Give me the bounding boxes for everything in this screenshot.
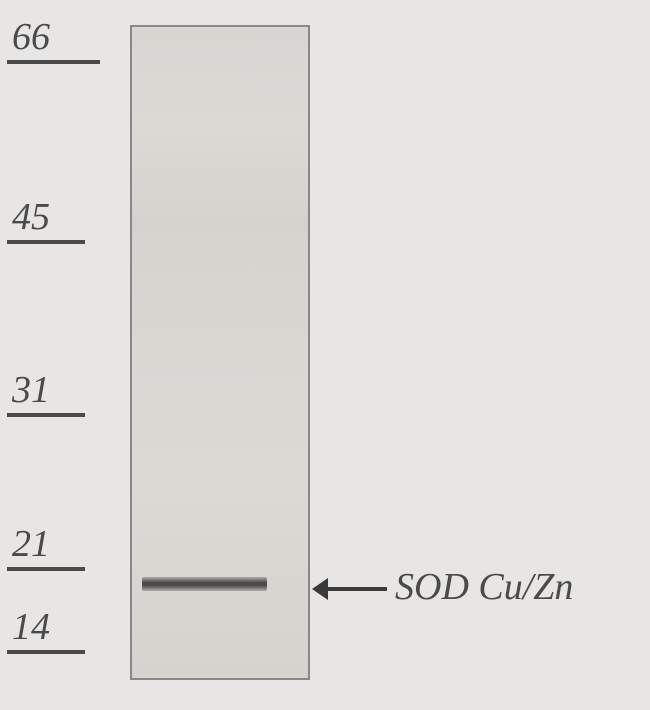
protein-band: [142, 577, 267, 591]
blot-container: 66 45 31 21 14 SOD Cu/Zn: [0, 0, 650, 710]
mw-tick-21: [7, 567, 85, 571]
mw-label-31: 31: [12, 368, 50, 412]
blot-lane: [130, 25, 310, 680]
annotation-arrow-line: [325, 587, 387, 591]
mw-label-45: 45: [12, 195, 50, 239]
annotation-label: SOD Cu/Zn: [395, 565, 573, 609]
mw-label-66: 66: [12, 15, 50, 59]
annotation-arrow-head: [312, 578, 328, 600]
mw-tick-45: [7, 240, 85, 244]
mw-label-14: 14: [12, 605, 50, 649]
mw-tick-14: [7, 650, 85, 654]
mw-tick-31: [7, 413, 85, 417]
mw-tick-66: [7, 60, 100, 64]
mw-label-21: 21: [12, 522, 50, 566]
